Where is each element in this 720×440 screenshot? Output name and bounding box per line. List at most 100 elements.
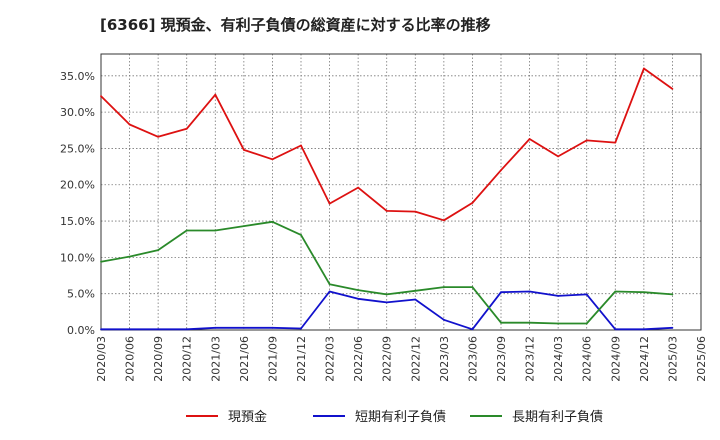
x-tick-label: 2024/12: [638, 336, 651, 382]
data-point: [157, 249, 160, 252]
data-point: [471, 328, 474, 331]
data-point: [242, 148, 245, 151]
data-point: [500, 321, 502, 324]
x-tick-label: 2020/09: [152, 336, 165, 382]
x-tick-label: 2024/03: [552, 336, 565, 382]
data-point: [585, 139, 588, 142]
x-tick-label: 2022/12: [409, 336, 422, 382]
data-point: [357, 297, 360, 300]
y-tick-label: 10.0%: [60, 251, 95, 264]
data-point: [557, 294, 560, 297]
data-point: [528, 138, 531, 140]
data-point: [642, 328, 645, 331]
y-tick-label: 25.0%: [60, 142, 95, 155]
data-point: [214, 326, 217, 329]
data-point: [557, 155, 560, 158]
data-point: [328, 290, 331, 293]
data-point: [471, 286, 474, 289]
data-point: [385, 301, 388, 304]
data-point: [671, 293, 674, 296]
plot-frame: [100, 53, 702, 331]
data-point: [328, 202, 331, 205]
data-point: [357, 289, 360, 291]
y-axis: 0.0% 5.0% 10.0% 15.0% 20.0% 25.0% 30.0% 35.0%: [60, 70, 95, 337]
data-point: [414, 298, 417, 301]
y-tick-label: 5.0%: [67, 288, 95, 301]
x-tick-label: 2025/03: [666, 336, 679, 382]
x-tick-label: 2023/12: [524, 336, 537, 382]
data-point: [271, 220, 274, 223]
data-point: [385, 209, 388, 212]
series-points-2: [100, 290, 674, 331]
data-point: [100, 260, 102, 263]
data-point: [300, 144, 302, 147]
chart-title: [6366] 現預金、有利子負債の総資産に対する比率の推移: [100, 16, 491, 34]
data-point: [185, 328, 188, 331]
x-tick-label: 2023/09: [495, 336, 508, 382]
data-point: [500, 169, 502, 172]
data-point: [614, 290, 617, 293]
data-point: [185, 229, 188, 232]
x-axis: 2020/03 2020/06 2020/09 2020/12 2021/03 2021/…: [95, 336, 708, 382]
data-point: [100, 328, 102, 331]
x-tick-label: 2022/06: [352, 336, 365, 382]
x-tick-label: 2021/03: [209, 336, 222, 382]
data-point: [442, 219, 445, 222]
data-point: [442, 318, 445, 321]
series-points-3: [100, 220, 674, 325]
x-tick-label: 2021/12: [295, 336, 308, 382]
data-point: [128, 328, 131, 331]
x-tick-label: 2022/03: [324, 336, 337, 382]
data-point: [528, 290, 531, 293]
data-point: [671, 326, 674, 329]
legend-label: 現預金: [228, 409, 267, 425]
data-point: [242, 326, 245, 329]
data-point: [242, 225, 245, 228]
data-point: [614, 328, 617, 331]
data-point: [357, 186, 360, 189]
x-tick-label: 2021/09: [266, 336, 279, 382]
data-point: [271, 326, 274, 329]
data-point: [500, 291, 502, 294]
data-point: [157, 135, 160, 138]
legend-label: 短期有利子負債: [355, 410, 446, 425]
data-point: [557, 322, 560, 325]
y-tick-label: 0.0%: [67, 324, 95, 337]
x-tick-label: 2021/06: [238, 336, 251, 382]
y-tick-label: 20.0%: [60, 179, 95, 192]
data-point: [128, 123, 131, 126]
data-point: [528, 321, 531, 324]
data-point: [300, 233, 302, 236]
grid: [100, 54, 702, 331]
data-point: [414, 289, 417, 292]
series-lines: [100, 67, 674, 331]
data-point: [471, 201, 474, 204]
x-tick-label: 2023/03: [438, 336, 451, 382]
y-tick-label: 30.0%: [60, 106, 95, 119]
data-point: [642, 291, 645, 294]
data-point: [300, 327, 302, 330]
y-tick-label: 15.0%: [60, 215, 95, 228]
data-point: [442, 286, 445, 289]
data-point: [128, 255, 131, 258]
data-point: [214, 229, 217, 232]
data-point: [328, 283, 331, 286]
data-point: [642, 67, 645, 70]
data-point: [585, 293, 588, 296]
x-tick-label: 2024/06: [581, 336, 594, 382]
x-tick-label: 2022/09: [381, 336, 394, 382]
y-tick-label: 35.0%: [60, 70, 95, 83]
x-tick-label: 2020/06: [124, 336, 137, 382]
data-point: [414, 210, 417, 213]
legend-label: 長期有利子負債: [512, 410, 603, 425]
legend: 現預金 短期有利子負債 長期有利子負債: [186, 409, 603, 425]
x-tick-label: 2023/06: [466, 336, 479, 382]
data-point: [585, 322, 588, 325]
data-point: [185, 127, 188, 130]
data-point: [271, 158, 274, 161]
series-points-1: [100, 67, 674, 222]
data-point: [385, 293, 388, 296]
data-point: [100, 95, 102, 98]
data-point: [671, 87, 674, 90]
